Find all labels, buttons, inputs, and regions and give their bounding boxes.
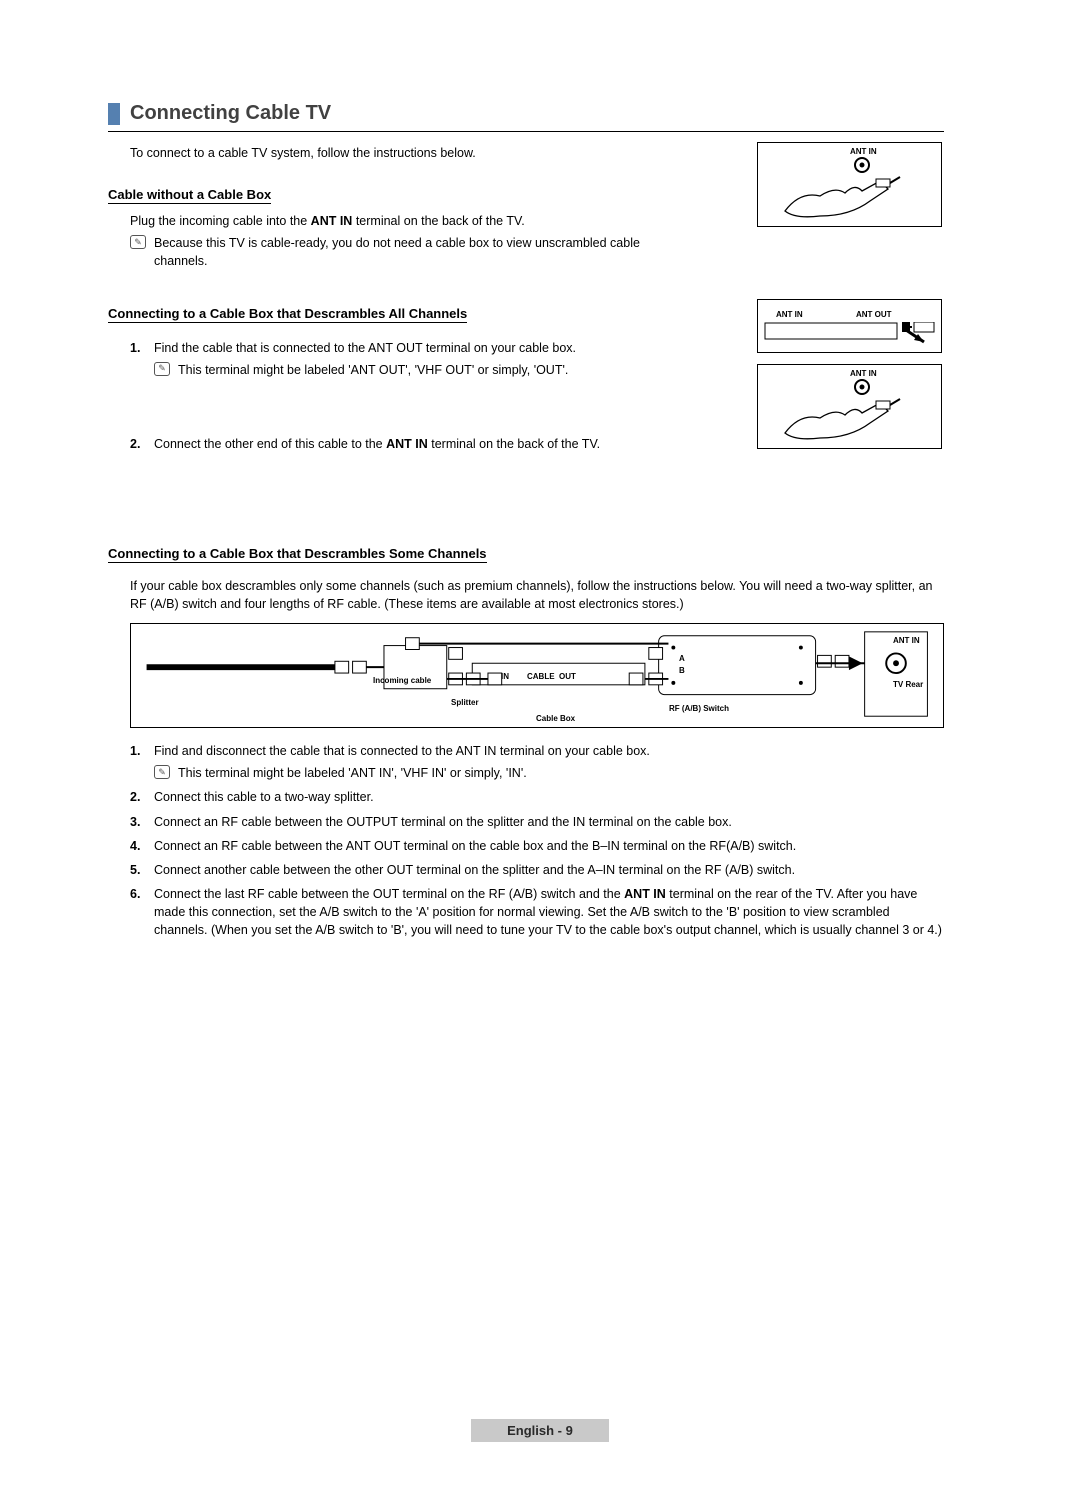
step-number: 5.	[130, 861, 154, 879]
sub3-step5: Connect another cable between the other …	[154, 861, 944, 879]
sub1-note-row: ✎ Because this TV is cable-ready, you do…	[130, 234, 944, 270]
sub3-step4: Connect an RF cable between the ANT OUT …	[154, 837, 944, 855]
illus-cable-box: ANT IN ANT OUT	[757, 299, 942, 353]
diag-incoming-label: Incoming cable	[373, 676, 431, 685]
step-number: 1.	[130, 742, 154, 782]
diag-in-label: IN	[501, 672, 509, 681]
wiring-diagram: Incoming cable Splitter IN CABLE OUT Cab…	[130, 623, 944, 728]
sub3-note1: This terminal might be labeled 'ANT IN',…	[178, 764, 527, 782]
step-number: 1.	[130, 339, 154, 379]
sub3-heading: Connecting to a Cable Box that Descrambl…	[108, 546, 487, 563]
sub3-step2: Connect this cable to a two-way splitter…	[154, 788, 944, 806]
illus-ant-in-hand-1: ANT IN	[757, 142, 942, 227]
diag-splitter-label: Splitter	[451, 698, 479, 707]
sub3-step6-bold: ANT IN	[624, 887, 666, 901]
step-number: 3.	[130, 813, 154, 831]
sub2-step2-post: terminal on the back of the TV.	[428, 437, 600, 451]
diag-b-label: B	[679, 666, 685, 675]
ant-in-label-2: ANT IN	[776, 310, 803, 319]
sub2-note1: This terminal might be labeled 'ANT OUT'…	[178, 361, 568, 379]
cable-box-icon	[764, 322, 936, 348]
step-number: 4.	[130, 837, 154, 855]
diag-a-label: A	[679, 654, 685, 663]
sub2-heading: Connecting to a Cable Box that Descrambl…	[108, 306, 467, 323]
page-footer: English - 9	[0, 1419, 1080, 1442]
sub1-body-post: terminal on the back of the TV.	[352, 214, 524, 228]
sub2-step2-pre: Connect the other end of this cable to t…	[154, 437, 386, 451]
sub2-step2-bold: ANT IN	[386, 437, 428, 451]
section-heading: Connecting Cable TV	[108, 102, 944, 132]
hand-plug-icon	[780, 393, 910, 445]
note-icon: ✎	[154, 765, 170, 779]
ant-out-label: ANT OUT	[856, 310, 892, 319]
sub1-heading: Cable without a Cable Box	[108, 187, 271, 204]
sub3-step6-pre: Connect the last RF cable between the OU…	[154, 887, 624, 901]
sub1-note: Because this TV is cable-ready, you do n…	[154, 234, 644, 270]
step-number: 2.	[130, 435, 154, 453]
sub3-step6: Connect the last RF cable between the OU…	[154, 885, 944, 939]
sub2-step1: Find the cable that is connected to the …	[154, 341, 576, 355]
ant-in-label: ANT IN	[850, 147, 877, 156]
diag-out-label: OUT	[559, 672, 576, 681]
section-title: Connecting Cable TV	[130, 102, 331, 125]
note-icon: ✎	[154, 362, 170, 376]
diag-antin-label: ANT IN	[893, 636, 920, 645]
diag-cablebox-label: Cable Box	[536, 714, 575, 723]
illus-ant-in-hand-2: ANT IN	[757, 364, 942, 449]
hand-plug-icon	[780, 171, 910, 223]
diag-cable-label: CABLE	[527, 672, 555, 681]
step-number: 6.	[130, 885, 154, 939]
ant-in-label-3: ANT IN	[850, 369, 877, 378]
section-accent-bar	[108, 103, 120, 125]
footer-page-label: English - 9	[471, 1419, 609, 1442]
sub3-step1: Find and disconnect the cable that is co…	[154, 744, 650, 758]
step-number: 2.	[130, 788, 154, 806]
diag-rfswitch-label: RF (A/B) Switch	[669, 704, 729, 713]
diag-tvrear-label: TV Rear	[893, 680, 923, 689]
sub1-body-pre: Plug the incoming cable into the	[130, 214, 311, 228]
note-icon: ✎	[130, 235, 146, 249]
sub3-note-row: ✎ This terminal might be labeled 'ANT IN…	[154, 764, 944, 782]
sub3-intro: If your cable box descrambles only some …	[130, 577, 944, 613]
sub1-body-bold: ANT IN	[311, 214, 353, 228]
sub3-step3: Connect an RF cable between the OUTPUT t…	[154, 813, 944, 831]
